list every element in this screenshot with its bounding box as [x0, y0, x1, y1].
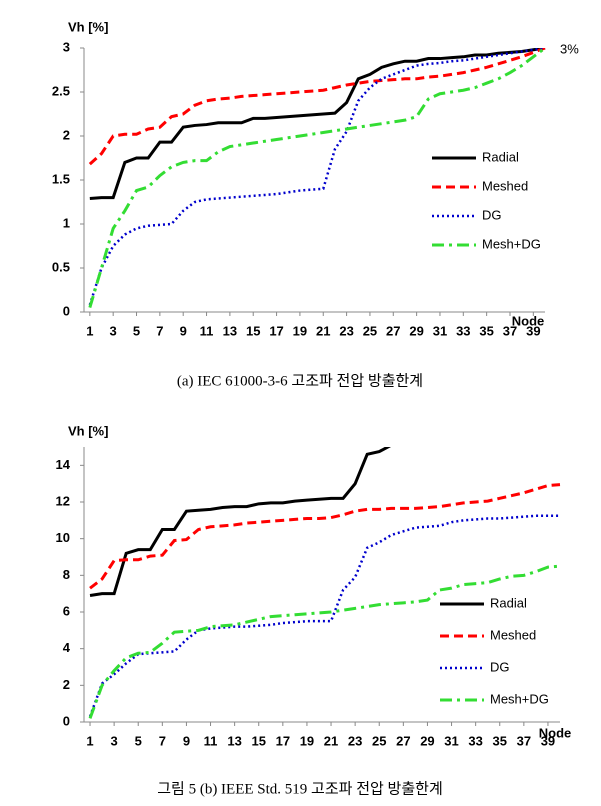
- legend-label: Radial: [490, 595, 527, 610]
- x-tick-label: 25: [372, 733, 386, 748]
- y-tick-label: 12: [56, 493, 70, 508]
- y-tick-label: 4: [63, 640, 71, 655]
- legend-label: Radial: [482, 149, 519, 164]
- x-tick-label: 31: [433, 323, 447, 338]
- x-tick-label: 21: [324, 733, 338, 748]
- caption: (a) IEC 61000-3-6 고조파 전압 방출한계: [177, 372, 423, 389]
- y-tick-label: 2.5: [52, 83, 70, 98]
- y-tick-label: 14: [56, 457, 71, 472]
- x-tick-label: 11: [204, 733, 218, 748]
- x-tick-label: 33: [456, 323, 470, 338]
- x-tick-label: 19: [300, 733, 314, 748]
- y-tick-label: 8: [63, 567, 70, 582]
- y-tick-label: 2: [63, 127, 70, 142]
- x-tick-label: 33: [468, 733, 482, 748]
- y-tick-label: 2: [63, 677, 70, 692]
- x-tick-label: 3: [111, 733, 118, 748]
- x-tick-label: 5: [133, 323, 140, 338]
- caption: 그림 5 (b) IEEE Std. 519 고조파 전압 방출한계: [157, 780, 443, 797]
- annotation: 3%: [560, 41, 579, 56]
- x-tick-label: 9: [180, 323, 187, 338]
- x-tick-label: 5: [135, 733, 142, 748]
- x-tick-label: 9: [183, 733, 190, 748]
- chart: Vh [%] Node 그림 5 (b) IEEE Std. 519 고조파 전압 …: [56, 423, 572, 797]
- x-tick-label: 27: [386, 323, 400, 338]
- x-tick-label: 29: [409, 323, 423, 338]
- y-tick-label: 1: [63, 215, 70, 230]
- x-tick-label: 39: [526, 323, 540, 338]
- y-tick-label: 3: [63, 39, 70, 54]
- x-tick-label: 23: [348, 733, 362, 748]
- x-tick-label: 7: [159, 733, 166, 748]
- legend-label: DG: [482, 207, 502, 222]
- x-tick-label: 1: [86, 323, 93, 338]
- x-tick-label: 23: [339, 323, 353, 338]
- series-line: [88, 564, 561, 719]
- legend-label: DG: [490, 659, 510, 674]
- x-tick-label: 15: [251, 733, 265, 748]
- x-axis-label: Node: [512, 313, 545, 328]
- legend-label: Meshed: [490, 627, 536, 642]
- legend-label: Meshed: [482, 178, 528, 193]
- series-line: [89, 48, 546, 200]
- x-tick-label: 37: [517, 733, 531, 748]
- x-tick-label: 25: [363, 323, 377, 338]
- series-line: [88, 48, 546, 166]
- y-tick-label: 0: [63, 713, 70, 728]
- x-tick-label: 11: [200, 323, 214, 338]
- y-axis-label: Vh [%]: [68, 19, 108, 34]
- x-tick-label: 39: [541, 733, 555, 748]
- x-tick-label: 15: [246, 323, 260, 338]
- y-axis-label: Vh [%]: [68, 423, 108, 438]
- y-tick-label: 10: [56, 530, 70, 545]
- y-tick-label: 1.5: [52, 171, 70, 186]
- series-line: [88, 514, 560, 717]
- x-tick-label: 35: [493, 733, 507, 748]
- x-tick-label: 21: [316, 323, 330, 338]
- y-tick-label: 0.5: [52, 259, 70, 274]
- x-tick-label: 29: [420, 733, 434, 748]
- x-tick-label: 3: [110, 323, 117, 338]
- x-tick-label: 17: [276, 733, 290, 748]
- x-axis-label: Node: [539, 725, 572, 740]
- chart: Vh [%] Node (a) IEC 61000-3-6 고조파 전압 방출한계 0…: [52, 19, 579, 389]
- x-tick-label: 1: [86, 733, 93, 748]
- x-tick-label: 37: [503, 323, 517, 338]
- y-tick-label: 0: [63, 303, 70, 318]
- x-tick-label: 13: [227, 733, 241, 748]
- x-tick-label: 13: [223, 323, 237, 338]
- series-line: [89, 483, 561, 590]
- y-tick-label: 6: [63, 603, 70, 618]
- series-line: [89, 447, 392, 597]
- x-tick-label: 27: [396, 733, 410, 748]
- x-tick-label: 19: [293, 323, 307, 338]
- x-tick-label: 35: [479, 323, 493, 338]
- legend-label: Mesh+DG: [490, 691, 549, 706]
- x-tick-label: 17: [269, 323, 283, 338]
- x-tick-label: 7: [156, 323, 163, 338]
- legend-label: Mesh+DG: [482, 236, 541, 251]
- x-tick-label: 31: [444, 733, 458, 748]
- series-line: [88, 48, 546, 309]
